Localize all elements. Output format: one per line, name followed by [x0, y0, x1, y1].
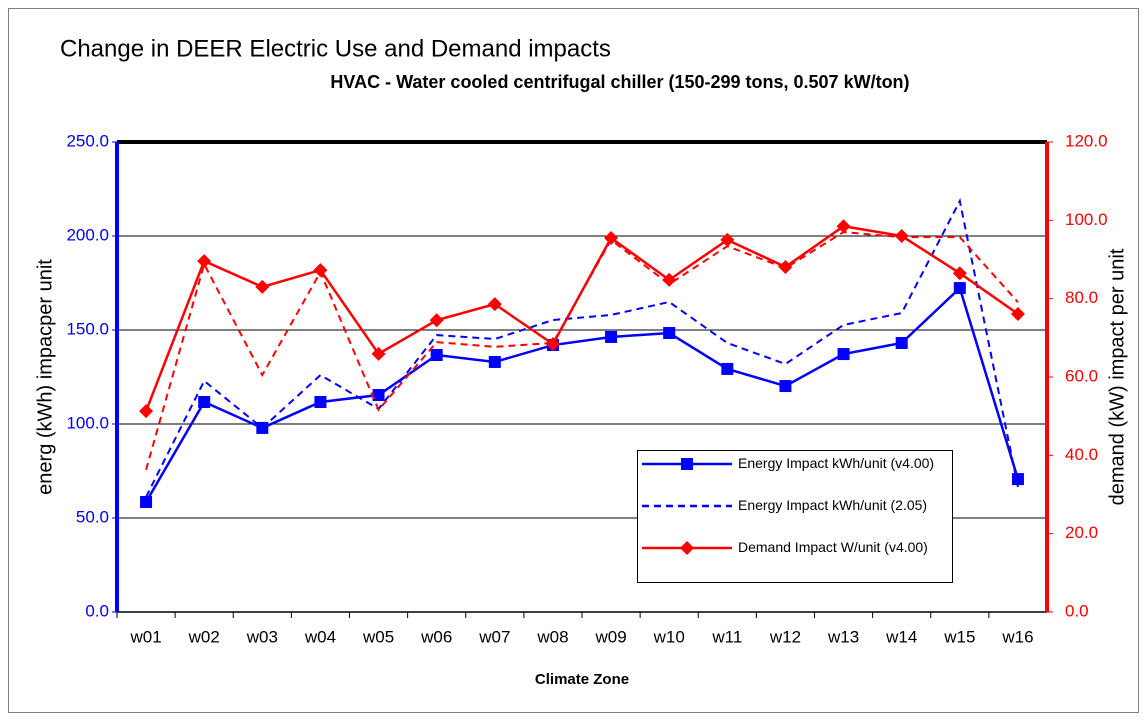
y2-tick-label: 80.0 — [1065, 288, 1098, 307]
marker — [314, 396, 327, 409]
y-tick-label: 250.0 — [66, 131, 109, 150]
x-tick-label: w15 — [943, 627, 975, 646]
x-tick-label: w16 — [1001, 627, 1033, 646]
y-tick-label: 0.0 — [85, 601, 109, 620]
marker — [488, 355, 501, 368]
marker — [952, 266, 967, 281]
marker — [198, 396, 211, 409]
x-tick-label: w03 — [246, 627, 278, 646]
marker — [662, 272, 677, 287]
marker — [778, 259, 793, 274]
y2-tick-label: 120.0 — [1065, 131, 1108, 150]
legend-label: Energy Impact kWh/unit (2.05) — [738, 497, 928, 513]
marker — [720, 232, 735, 247]
x-tick-label: w14 — [885, 627, 917, 646]
legend-label: Energy Impact kWh/unit (v4.00) — [738, 455, 935, 471]
marker — [545, 337, 560, 352]
marker — [371, 346, 386, 361]
legend: Energy Impact kWh/unit (v4.00) Energy Imp… — [637, 450, 953, 583]
x-tick-label: w10 — [653, 627, 685, 646]
marker — [894, 229, 909, 243]
y2-tick-label: 20.0 — [1065, 523, 1098, 542]
x-tick-label: w07 — [478, 627, 510, 646]
x-tick-label: w01 — [129, 627, 161, 646]
chart-frame — [8, 8, 1139, 713]
marker — [139, 404, 154, 419]
legend-entry: Energy Impact kWh/unit (v4.00) — [638, 455, 952, 497]
marker — [721, 362, 734, 375]
x-tick-label: w06 — [420, 627, 452, 646]
x-tick-label: w13 — [827, 627, 859, 646]
marker — [430, 349, 443, 362]
series-line — [144, 224, 1019, 412]
legend-entry: Demand Impact W/unit (v4.00) — [638, 539, 952, 581]
marker — [779, 380, 792, 393]
legend-swatch — [642, 541, 732, 555]
series-line — [145, 198, 1019, 498]
marker — [255, 279, 270, 294]
marker — [953, 282, 966, 295]
chart-title: Change in DEER Electric Use and Demand i… — [60, 35, 611, 62]
x-tick-label: w02 — [188, 627, 220, 646]
marker — [429, 313, 444, 328]
legend-entry: Energy Impact kWh/unit (2.05) — [638, 497, 952, 539]
marker — [680, 541, 694, 555]
marker — [663, 327, 676, 340]
y2-tick-label: 60.0 — [1065, 366, 1098, 385]
legend-swatch — [642, 458, 732, 470]
y-axis-label: energ (kWh) impacper unit — [34, 259, 56, 495]
marker — [605, 330, 618, 343]
chart-subtitle: HVAC - Water cooled centrifugal chiller … — [330, 72, 909, 92]
x-tick-label: w11 — [711, 627, 742, 646]
legend-label: Demand Impact W/unit (v4.00) — [738, 539, 928, 555]
marker — [895, 336, 908, 349]
x-tick-label: w12 — [769, 627, 801, 646]
marker — [604, 230, 619, 245]
series-line — [145, 231, 1019, 471]
marker — [372, 389, 385, 402]
x-tick-label: w05 — [362, 627, 394, 646]
y2-tick-label: 0.0 — [1065, 601, 1089, 620]
marker — [836, 219, 851, 234]
y2-axis-label: demand (kW) impact per unit — [1106, 248, 1128, 505]
marker — [487, 297, 502, 312]
y2-tick-label: 100.0 — [1065, 210, 1108, 229]
x-axis-label: Climate Zone — [535, 671, 629, 688]
x-tick-label: w08 — [536, 627, 568, 646]
x-tick-label: w04 — [304, 627, 336, 646]
marker — [140, 496, 153, 509]
marker — [1010, 306, 1025, 321]
y-tick-label: 100.0 — [66, 413, 109, 432]
legend-swatch — [642, 504, 732, 508]
marker — [197, 254, 212, 269]
y-tick-label: 150.0 — [66, 319, 109, 338]
y2-tick-label: 40.0 — [1065, 445, 1098, 464]
marker — [837, 348, 850, 361]
y-tick-label: 50.0 — [76, 507, 109, 526]
marker — [681, 458, 693, 470]
series-line — [144, 285, 1020, 503]
y-tick-label: 200.0 — [66, 225, 109, 244]
x-tick-label: w09 — [594, 627, 626, 646]
